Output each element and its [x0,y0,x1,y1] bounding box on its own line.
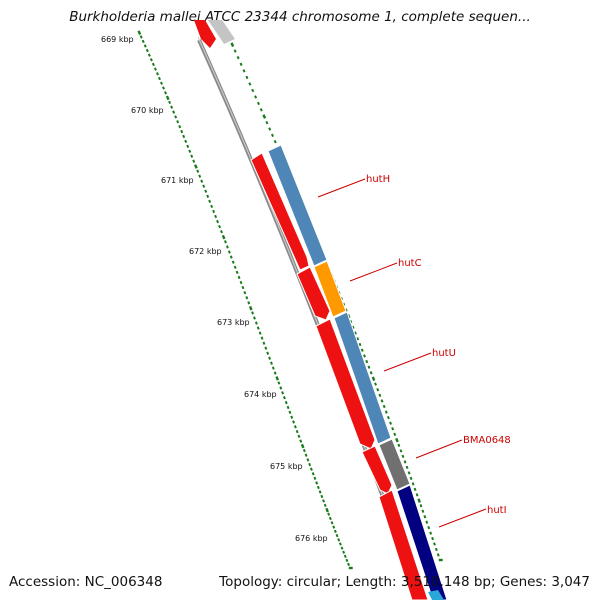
major-tick-mark [262,114,267,119]
cds-feature-5[interactable] [378,489,429,600]
major-tick-mark [221,234,226,240]
cds-feature-4[interactable] [361,445,393,495]
BMA0648-feature[interactable] [378,438,411,491]
major-tick-mark [395,437,399,443]
hutC-feature[interactable] [313,260,347,318]
gene-leader-line [317,178,366,198]
gene-leader-line [415,439,463,459]
cds-feature-top[interactable] [194,20,216,48]
gene-label-hutH[interactable]: hutH [366,174,390,185]
gene-labels: hutH hutC hutU BMA0648 hutI [317,174,511,528]
gene-label-BMA0648[interactable]: BMA0648 [463,435,511,446]
major-tick-mark [230,42,235,47]
major-tick-mark [325,507,329,513]
cds-feature-2[interactable] [296,266,331,321]
genome-stats-text: Topology: circular; Length: 3,510,148 bp… [219,574,590,590]
tick-dots [137,30,353,570]
major-tick-mark [137,30,142,35]
gene-leader-line [349,262,398,282]
feature-track [267,144,448,600]
tick-label: 669 kbp [101,35,134,44]
major-tick-mark [300,443,305,449]
cds-feature-1[interactable] [250,152,310,271]
major-tick-mark [275,376,279,381]
major-tick-mark [165,95,170,101]
tick-label: 676 kbp [295,534,328,543]
tick-label: 673 kbp [217,318,250,327]
gene-label-hutU[interactable]: hutU [432,348,456,359]
major-tick-mark [248,305,253,311]
hutI-feature[interactable] [396,484,448,600]
tick-label: 670 kbp [131,106,164,115]
tick-label: 675 kbp [270,462,303,471]
map-title: Burkholderia mallei ATCC 23344 chromosom… [69,9,531,25]
gene-label-hutI[interactable]: hutI [487,505,507,516]
tick-label: 672 kbp [189,247,222,256]
gene-label-hutC[interactable]: hutC [398,258,422,269]
major-tick-mark [194,164,198,169]
tick-label: 674 kbp [244,390,277,399]
accession-text: Accession: NC_006348 [9,574,163,590]
cds-track [250,152,429,600]
major-tick-mark [417,498,421,503]
hutU-feature[interactable] [333,311,392,445]
light-gray-feature-top[interactable] [208,20,235,44]
tick-labels: 669 kbp 670 kbp 671 kbp 672 kbp 673 kbp … [101,35,328,543]
hutH-feature[interactable] [267,144,328,267]
major-tick-mark [371,376,376,382]
cds-feature-3[interactable] [315,318,376,450]
gene-leader-line [438,508,487,528]
gene-leader-line [383,352,432,372]
tick-label: 671 kbp [161,176,194,185]
cyan-feature-bottom[interactable] [428,590,444,600]
